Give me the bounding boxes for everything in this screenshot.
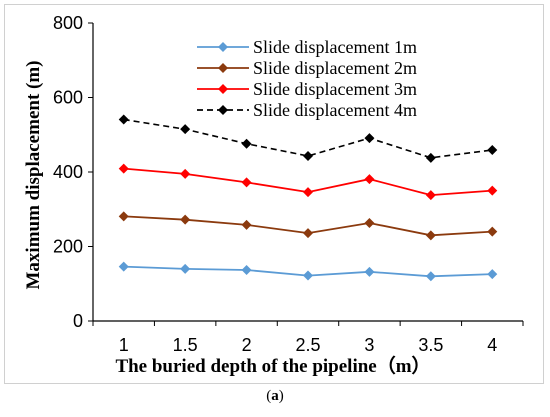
legend-swatch-marker <box>218 105 228 115</box>
line-chart: 0 200 400 600 800 1 1.5 2 2.5 3 3.5 4 Slide displa… <box>23 13 524 377</box>
data-point-marker <box>241 264 252 275</box>
caption-close: ) <box>278 388 284 404</box>
x-tick-label: 2 <box>242 335 252 355</box>
y-tick-label: 800 <box>53 13 83 33</box>
data-point-marker <box>487 185 498 196</box>
data-point-marker <box>425 271 436 282</box>
x-tick-label: 3.5 <box>418 335 443 355</box>
y-tick-label: 600 <box>53 88 83 108</box>
series-2 <box>118 211 498 241</box>
data-point-marker <box>241 219 252 230</box>
legend-entry-1: Slide displacement 1m <box>197 37 417 57</box>
data-point-marker <box>303 187 313 198</box>
legend-entry-3: Slide displacement 3m <box>197 79 417 99</box>
data-point-marker <box>118 114 129 125</box>
data-point-marker <box>303 228 313 239</box>
legend-entry-4: Slide displacement 4m <box>197 100 417 120</box>
data-point-marker <box>364 174 375 185</box>
data-point-marker <box>425 152 436 163</box>
data-point-marker <box>180 168 191 179</box>
y-tick-label: 200 <box>53 237 83 257</box>
x-tick-label: 1.5 <box>173 335 198 355</box>
x-tick-label: 1 <box>119 335 129 355</box>
data-point-marker <box>364 266 375 277</box>
legend-label: Slide displacement 1m <box>253 37 417 57</box>
data-point-marker <box>487 226 498 237</box>
caption-letter: a <box>271 388 279 404</box>
y-tick-label: 0 <box>73 311 83 331</box>
y-axis: 0 200 400 600 800 <box>53 13 94 331</box>
y-axis-title: Maximum displacement (m) <box>23 60 44 289</box>
data-point-marker <box>425 230 436 241</box>
legend-swatch-marker <box>218 84 228 94</box>
x-tick-label: 3 <box>364 335 374 355</box>
data-point-marker <box>118 211 129 222</box>
data-point-marker <box>118 163 129 174</box>
series-group <box>118 114 498 282</box>
legend-swatch-marker <box>218 42 228 52</box>
legend-entry-2: Slide displacement 2m <box>197 58 417 78</box>
chart-frame: 0 200 400 600 800 1 1.5 2 2.5 3 3.5 4 Slide displa… <box>4 4 544 384</box>
y-tick-label: 400 <box>53 162 83 182</box>
x-tick-label: 2.5 <box>295 335 320 355</box>
data-point-marker <box>241 138 252 149</box>
legend-label: Slide displacement 2m <box>253 58 417 78</box>
data-point-marker <box>180 124 191 135</box>
data-point-marker <box>364 218 375 229</box>
legend-swatch-marker <box>218 63 228 73</box>
x-axis-title: The buried depth of the pipeline（m） <box>115 354 430 377</box>
caption-open: ( <box>266 388 272 404</box>
x-tick-label: 4 <box>487 335 497 355</box>
legend-label: Slide displacement 3m <box>253 79 417 99</box>
series-1 <box>118 261 498 282</box>
x-axis: 1 1.5 2 2.5 3 3.5 4 <box>92 320 524 355</box>
data-point-marker <box>487 145 498 156</box>
data-point-marker <box>180 263 191 274</box>
series-4 <box>118 114 498 163</box>
data-point-marker <box>303 270 313 281</box>
data-point-marker <box>241 177 252 188</box>
data-point-marker <box>303 150 313 161</box>
data-point-marker <box>425 190 436 201</box>
data-point-marker <box>180 214 191 225</box>
figure-caption: (a) <box>0 388 550 405</box>
legend-label: Slide displacement 4m <box>253 100 417 120</box>
data-point-marker <box>118 261 129 272</box>
series-3 <box>118 163 498 201</box>
data-point-marker <box>364 133 375 144</box>
data-point-marker <box>487 269 498 280</box>
